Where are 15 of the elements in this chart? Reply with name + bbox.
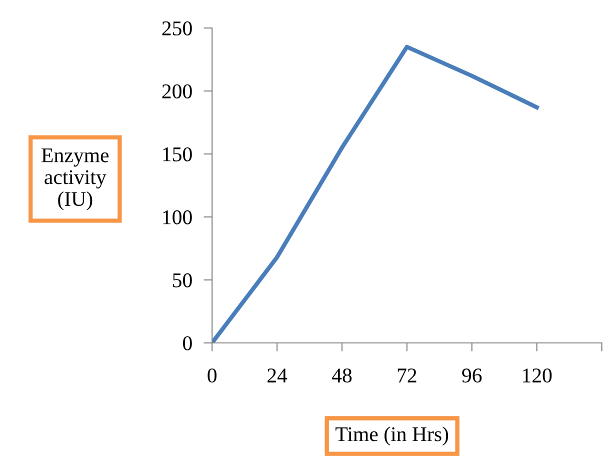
- y-tick-label: 150: [163, 147, 192, 162]
- line-series: [212, 44, 539, 343]
- y-axis-title: Enzyme activity (IU): [42, 148, 109, 210]
- y-tick-label: 200: [162, 84, 192, 98]
- x-tick-label: 0: [208, 368, 217, 383]
- y-tick-label: 250: [162, 21, 192, 36]
- y-tick-label: 0: [183, 336, 192, 350]
- x-tick-label: 72: [398, 368, 416, 382]
- y-tick-label: 50: [173, 273, 192, 288]
- x-axis-title: Time (in Hrs): [336, 426, 448, 446]
- x-tick-label: 24: [268, 368, 288, 382]
- x-tick-label: 96: [462, 368, 482, 383]
- y-tick-label: 100: [163, 210, 192, 224]
- x-tick-label: 48: [332, 368, 352, 383]
- x-tick-label: 120: [523, 368, 552, 383]
